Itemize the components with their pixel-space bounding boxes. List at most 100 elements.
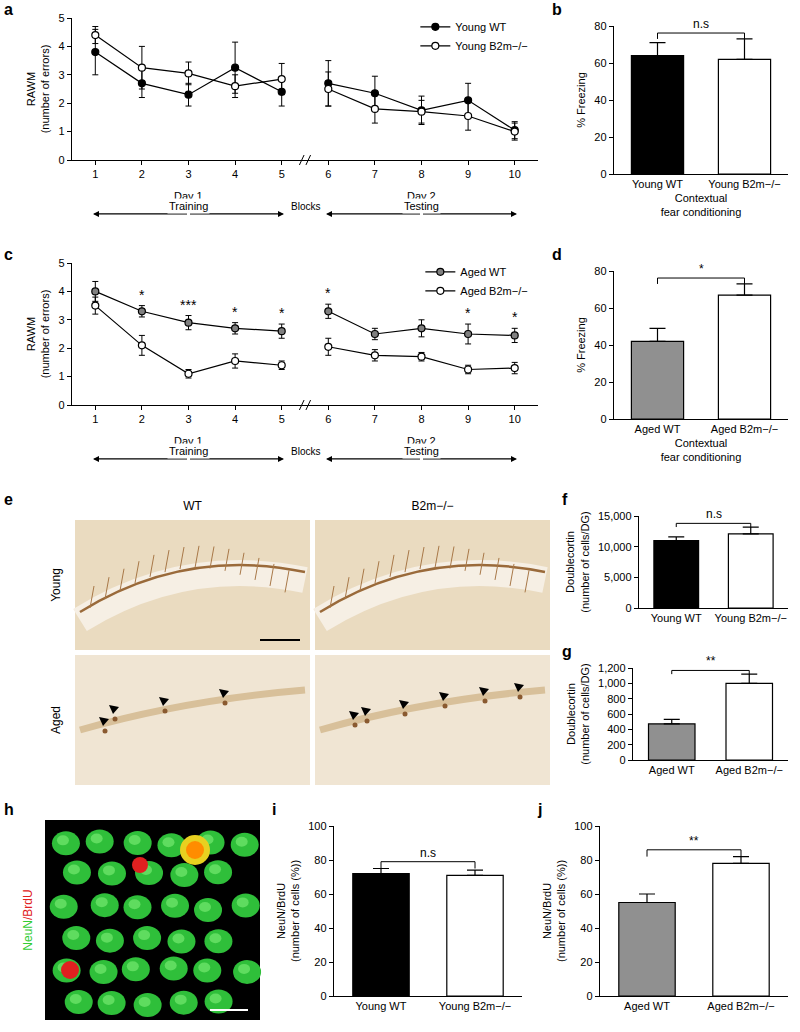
svg-text:20: 20 xyxy=(594,376,606,388)
svg-text:*: * xyxy=(279,305,285,321)
svg-text:Young WT: Young WT xyxy=(455,21,506,33)
svg-text:9: 9 xyxy=(465,413,471,425)
svg-text:*: * xyxy=(512,309,518,325)
svg-text:NeuN/BrdU(number of cells (%)): NeuN/BrdU(number of cells (%)) xyxy=(541,860,567,962)
svg-text:10,000: 10,000 xyxy=(598,541,632,553)
svg-text:3: 3 xyxy=(185,413,191,425)
svg-text:7: 7 xyxy=(372,413,378,425)
svg-text:Young WT: Young WT xyxy=(651,612,702,624)
svg-text:B2m−/−: B2m−/− xyxy=(411,499,453,513)
svg-text:Doublecortin(number of cells/D: Doublecortin(number of cells/DG) xyxy=(564,511,590,612)
svg-text:40: 40 xyxy=(580,922,592,934)
svg-text:60: 60 xyxy=(594,302,606,314)
svg-text:80: 80 xyxy=(314,854,326,866)
svg-text:Testing: Testing xyxy=(404,445,439,457)
svg-text:Day 2: Day 2 xyxy=(407,435,436,447)
svg-text:1: 1 xyxy=(58,370,64,382)
svg-text:**: ** xyxy=(689,834,699,848)
svg-text:80: 80 xyxy=(580,854,592,866)
svg-text:4: 4 xyxy=(58,285,64,297)
svg-text:400: 400 xyxy=(607,723,625,735)
svg-text:Contextualfear conditioning: Contextualfear conditioning xyxy=(661,437,742,463)
svg-text:Aged B2m−/−: Aged B2m−/− xyxy=(707,1000,774,1012)
svg-text:*: * xyxy=(139,287,145,303)
svg-text:20: 20 xyxy=(314,956,326,968)
svg-text:10: 10 xyxy=(509,168,521,180)
svg-text:5: 5 xyxy=(279,413,285,425)
svg-text:2: 2 xyxy=(58,97,64,109)
svg-text:40: 40 xyxy=(594,94,606,106)
svg-text:Testing: Testing xyxy=(404,200,439,212)
svg-text:40: 40 xyxy=(314,922,326,934)
svg-text:5,000: 5,000 xyxy=(604,571,632,583)
svg-text:Aged B2m−/−: Aged B2m−/− xyxy=(711,423,778,435)
svg-text:Aged WT: Aged WT xyxy=(649,764,695,776)
svg-text:15,000: 15,000 xyxy=(598,510,632,522)
svg-text:2: 2 xyxy=(139,168,145,180)
svg-text:4: 4 xyxy=(58,40,64,52)
svg-text:5: 5 xyxy=(58,257,64,269)
svg-text:RAWM(number of errors): RAWM(number of errors) xyxy=(25,290,51,379)
svg-text:3: 3 xyxy=(185,168,191,180)
svg-text:Young B2m−/−: Young B2m−/− xyxy=(455,40,527,52)
svg-text:4: 4 xyxy=(232,168,238,180)
svg-text:Aged: Aged xyxy=(49,706,63,734)
svg-text:0: 0 xyxy=(625,602,631,614)
svg-text:**: ** xyxy=(706,654,716,668)
svg-text:5: 5 xyxy=(58,12,64,24)
svg-text:200: 200 xyxy=(607,739,625,751)
svg-text:Doublecortin(number of cells/D: Doublecortin(number of cells/DG) xyxy=(565,663,591,764)
svg-text:Young: Young xyxy=(49,568,63,602)
svg-text:6: 6 xyxy=(325,168,331,180)
svg-text:80: 80 xyxy=(594,20,606,32)
svg-text:0: 0 xyxy=(586,990,592,1002)
svg-text:4: 4 xyxy=(232,413,238,425)
svg-text:Aged WT: Aged WT xyxy=(635,423,681,435)
svg-text:Young WT: Young WT xyxy=(632,178,683,190)
svg-text:10: 10 xyxy=(509,413,521,425)
svg-text:0: 0 xyxy=(600,413,606,425)
svg-text:0: 0 xyxy=(58,154,64,166)
svg-text:n.s: n.s xyxy=(706,507,722,521)
svg-text:1,000: 1,000 xyxy=(598,677,626,689)
svg-text:Blocks: Blocks xyxy=(291,446,320,457)
svg-text:40: 40 xyxy=(594,339,606,351)
svg-text:60: 60 xyxy=(580,888,592,900)
svg-text:100: 100 xyxy=(308,820,326,832)
svg-text:WT: WT xyxy=(183,499,202,513)
svg-text:Aged WT: Aged WT xyxy=(460,266,506,278)
svg-text:Blocks: Blocks xyxy=(291,201,320,212)
svg-text:100: 100 xyxy=(574,820,592,832)
svg-text:80: 80 xyxy=(594,265,606,277)
svg-text:Day 1: Day 1 xyxy=(174,435,203,447)
svg-text:Day 1: Day 1 xyxy=(174,190,203,202)
svg-text:0: 0 xyxy=(600,168,606,180)
svg-text:60: 60 xyxy=(594,57,606,69)
svg-text:Aged WT: Aged WT xyxy=(624,1000,670,1012)
svg-text:RAWM(number of errors): RAWM(number of errors) xyxy=(25,45,51,134)
svg-text:NeuN/BrdU: NeuN/BrdU xyxy=(21,889,35,950)
svg-text:20: 20 xyxy=(594,131,606,143)
svg-text:*: * xyxy=(699,262,704,276)
svg-text:% Freezing: % Freezing xyxy=(575,317,587,373)
svg-text:***: *** xyxy=(180,297,197,313)
svg-text:5: 5 xyxy=(279,168,285,180)
svg-text:2: 2 xyxy=(139,413,145,425)
svg-text:Young WT: Young WT xyxy=(356,1000,407,1012)
svg-text:% Freezing: % Freezing xyxy=(575,72,587,128)
svg-text:0: 0 xyxy=(619,754,625,766)
svg-text:*: * xyxy=(325,285,331,301)
svg-text:Young B2m−/−: Young B2m−/− xyxy=(708,178,780,190)
svg-text:*: * xyxy=(232,304,238,320)
svg-text:0: 0 xyxy=(320,990,326,1002)
svg-text:Training: Training xyxy=(169,445,208,457)
svg-text:Aged B2m−/−: Aged B2m−/− xyxy=(716,764,783,776)
svg-text:3: 3 xyxy=(58,69,64,81)
svg-text:8: 8 xyxy=(418,168,424,180)
svg-text:1,200: 1,200 xyxy=(598,662,626,674)
svg-text:0: 0 xyxy=(58,399,64,411)
svg-text:1: 1 xyxy=(92,413,98,425)
svg-text:2: 2 xyxy=(58,342,64,354)
svg-text:3: 3 xyxy=(58,314,64,326)
svg-text:6: 6 xyxy=(325,413,331,425)
